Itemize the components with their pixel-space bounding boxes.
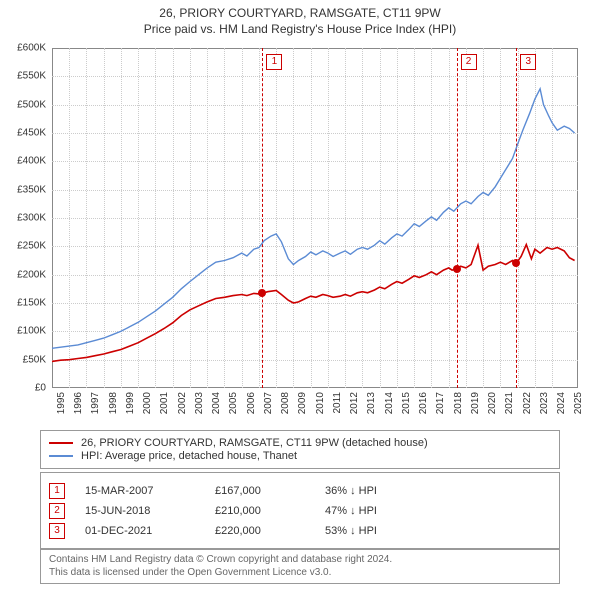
event-row: 3 01-DEC-2021 £220,000 53% ↓ HPI — [49, 523, 551, 539]
x-tick-label: 2010 — [315, 392, 326, 414]
x-tick-label: 2022 — [522, 392, 533, 414]
x-tick-label: 1996 — [73, 392, 84, 414]
event-dot — [258, 289, 266, 297]
x-tick-label: 2025 — [573, 392, 584, 414]
y-tick-label: £100K — [0, 326, 46, 337]
x-tick-label: 2023 — [539, 392, 550, 414]
y-tick-label: £250K — [0, 241, 46, 252]
y-tick-label: £400K — [0, 156, 46, 167]
series-line-hpi — [52, 89, 575, 349]
x-tick-label: 2021 — [504, 392, 515, 414]
x-tick-label: 2005 — [228, 392, 239, 414]
y-tick-label: £50K — [0, 354, 46, 365]
legend-box: 26, PRIORY COURTYARD, RAMSGATE, CT11 9PW… — [40, 430, 560, 469]
x-tick-label: 2008 — [280, 392, 291, 414]
x-tick-label: 1995 — [56, 392, 67, 414]
y-tick-label: £350K — [0, 184, 46, 195]
x-tick-label: 2007 — [263, 392, 274, 414]
legend-swatch-red — [49, 442, 73, 444]
y-tick-label: £550K — [0, 71, 46, 82]
event-delta: 47% ↓ HPI — [325, 505, 377, 517]
series-svg — [52, 48, 578, 388]
x-tick-label: 2000 — [142, 392, 153, 414]
footer-line1: Contains HM Land Registry data © Crown c… — [49, 553, 551, 566]
event-marker-icon: 2 — [49, 503, 65, 519]
event-delta: 36% ↓ HPI — [325, 485, 377, 497]
event-row: 1 15-MAR-2007 £167,000 36% ↓ HPI — [49, 483, 551, 499]
x-tick-label: 1999 — [125, 392, 136, 414]
y-tick-label: £0 — [0, 383, 46, 394]
footer-box: Contains HM Land Registry data © Crown c… — [40, 548, 560, 584]
y-tick-label: £500K — [0, 99, 46, 110]
event-marker-icon: 1 — [49, 483, 65, 499]
x-tick-label: 2002 — [177, 392, 188, 414]
legend-row: HPI: Average price, detached house, Than… — [49, 450, 551, 462]
x-tick-label: 2009 — [297, 392, 308, 414]
event-row: 2 15-JUN-2018 £210,000 47% ↓ HPI — [49, 503, 551, 519]
event-dot — [512, 259, 520, 267]
y-tick-label: £600K — [0, 43, 46, 54]
event-price: £167,000 — [215, 485, 325, 497]
figure-root: 26, PRIORY COURTYARD, RAMSGATE, CT11 9PW… — [0, 0, 600, 590]
legend-row: 26, PRIORY COURTYARD, RAMSGATE, CT11 9PW… — [49, 437, 551, 449]
x-tick-label: 2016 — [418, 392, 429, 414]
event-marker-icon: 3 — [49, 523, 65, 539]
y-tick-label: £450K — [0, 128, 46, 139]
chart-area: £0£50K£100K£150K£200K£250K£300K£350K£400… — [52, 48, 578, 388]
events-box: 1 15-MAR-2007 £167,000 36% ↓ HPI 2 15-JU… — [40, 472, 560, 550]
y-tick-label: £200K — [0, 269, 46, 280]
event-delta: 53% ↓ HPI — [325, 525, 377, 537]
x-tick-label: 2004 — [211, 392, 222, 414]
x-tick-label: 2024 — [556, 392, 567, 414]
series-line-price_paid — [52, 245, 575, 362]
x-tick-label: 2011 — [332, 392, 343, 414]
title-line1: 26, PRIORY COURTYARD, RAMSGATE, CT11 9PW — [0, 6, 600, 20]
footer-line2: This data is licensed under the Open Gov… — [49, 566, 551, 579]
x-tick-label: 1998 — [108, 392, 119, 414]
legend-swatch-blue — [49, 455, 73, 457]
x-tick-label: 2006 — [246, 392, 257, 414]
event-price: £220,000 — [215, 525, 325, 537]
x-tick-label: 2017 — [435, 392, 446, 414]
event-date: 15-JUN-2018 — [85, 505, 215, 517]
x-tick-label: 2001 — [159, 392, 170, 414]
x-tick-label: 2015 — [401, 392, 412, 414]
x-tick-label: 2014 — [384, 392, 395, 414]
event-price: £210,000 — [215, 505, 325, 517]
x-tick-label: 2019 — [470, 392, 481, 414]
y-tick-label: £300K — [0, 213, 46, 224]
event-date: 01-DEC-2021 — [85, 525, 215, 537]
title-block: 26, PRIORY COURTYARD, RAMSGATE, CT11 9PW… — [0, 0, 600, 36]
legend-label: 26, PRIORY COURTYARD, RAMSGATE, CT11 9PW… — [81, 437, 428, 449]
x-tick-label: 2003 — [194, 392, 205, 414]
x-tick-label: 1997 — [90, 392, 101, 414]
event-date: 15-MAR-2007 — [85, 485, 215, 497]
x-tick-label: 2018 — [453, 392, 464, 414]
x-tick-label: 2020 — [487, 392, 498, 414]
event-dot — [453, 265, 461, 273]
y-tick-label: £150K — [0, 298, 46, 309]
legend-label: HPI: Average price, detached house, Than… — [81, 450, 297, 462]
x-tick-label: 2013 — [366, 392, 377, 414]
title-line2: Price paid vs. HM Land Registry's House … — [0, 22, 600, 36]
x-tick-label: 2012 — [349, 392, 360, 414]
